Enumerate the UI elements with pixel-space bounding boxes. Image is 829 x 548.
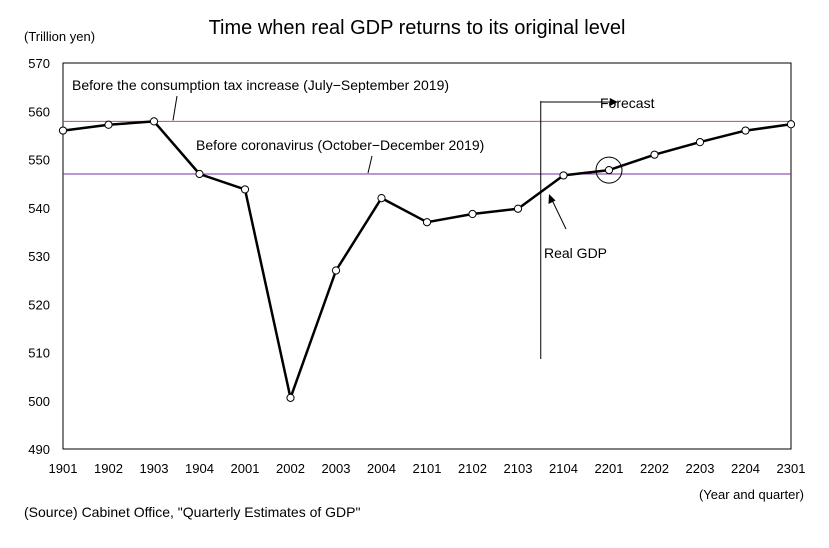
y-ticks: 570 560 550 540 530 520 510 500 490 <box>28 56 50 457</box>
x-tick-label: 2004 <box>367 461 396 476</box>
data-point <box>422 218 432 227</box>
data-point <box>786 120 796 129</box>
x-tick-label: 2301 <box>777 461 806 476</box>
data-point <box>240 185 250 194</box>
x-ticks: 1901 1902 1903 1904 2001 2002 2003 2004 2101 2102… <box>49 461 806 476</box>
x-tick-label: 2204 <box>731 461 760 476</box>
x-tick-label: 1903 <box>140 461 169 476</box>
reference-leader <box>367 155 373 174</box>
forecast-arrow <box>540 98 618 106</box>
data-point <box>513 204 523 213</box>
x-tick-label: 1901 <box>49 461 78 476</box>
real-gdp-label: Real GDP <box>544 245 607 261</box>
y-tick-label: 490 <box>28 442 50 457</box>
x-tick-label: 2003 <box>322 461 351 476</box>
x-tick-label: 2202 <box>640 461 669 476</box>
x-tick-label: 2104 <box>549 461 578 476</box>
y-axis-label: (Trillion yen) <box>24 29 95 44</box>
y-tick-label: 530 <box>28 249 50 264</box>
highlight-circle <box>595 156 623 184</box>
x-tick-label: 2001 <box>231 461 260 476</box>
y-tick-label: 520 <box>28 297 50 312</box>
y-tick-label: 500 <box>28 394 50 409</box>
data-point <box>650 150 659 159</box>
x-tick-label: 1902 <box>94 461 123 476</box>
x-tick-label: 1904 <box>185 461 214 476</box>
source-note: (Source) Cabinet Office, "Quarterly Esti… <box>24 504 360 520</box>
y-tick-label: 510 <box>28 346 50 361</box>
data-point <box>58 126 68 135</box>
real-gdp-arrow <box>548 194 567 230</box>
data-point <box>468 209 477 219</box>
plot-area <box>62 62 792 450</box>
y-tick-label: 540 <box>28 201 50 216</box>
reference-line-label: Before the consumption tax increase (Jul… <box>72 77 449 93</box>
x-tick-label: 2203 <box>686 461 715 476</box>
x-tick-label: 2201 <box>595 461 624 476</box>
data-point <box>695 138 705 147</box>
reference-leader <box>172 95 178 121</box>
data-point <box>286 393 295 402</box>
data-point <box>559 171 568 180</box>
series-points <box>58 117 796 402</box>
reference-line-label: Before coronavirus (October−December 201… <box>196 137 484 153</box>
reference-lines: Before the consumption tax increase (Jul… <box>63 77 791 175</box>
data-point <box>377 194 386 203</box>
x-tick-label: 2002 <box>276 461 305 476</box>
y-tick-label: 570 <box>28 56 50 71</box>
x-axis-label: (Year and quarter) <box>699 487 804 502</box>
forecast-label: Forecast <box>600 95 655 111</box>
x-tick-label: 2102 <box>458 461 487 476</box>
chart-title: Time when real GDP returns to its origin… <box>209 17 626 39</box>
y-tick-label: 550 <box>28 153 50 168</box>
data-point <box>741 126 750 135</box>
data-point <box>195 169 204 179</box>
y-tick-label: 560 <box>28 104 50 119</box>
data-point <box>331 266 341 275</box>
x-tick-label: 2103 <box>504 461 533 476</box>
x-tick-label: 2101 <box>413 461 442 476</box>
series-line-real-gdp <box>62 120 792 400</box>
data-point <box>149 117 159 126</box>
data-point <box>604 166 614 175</box>
data-point <box>104 120 113 129</box>
